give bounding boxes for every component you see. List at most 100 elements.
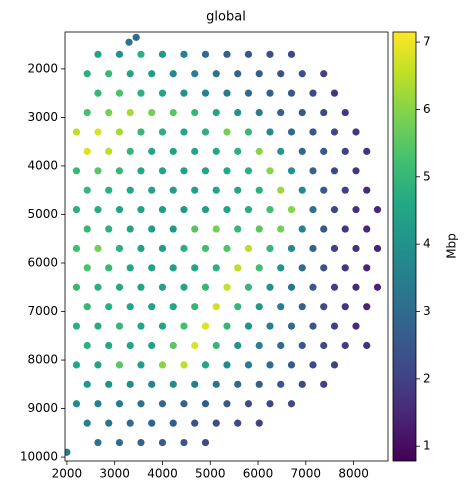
spot	[212, 303, 220, 311]
spot	[191, 108, 199, 117]
spot	[341, 264, 349, 272]
spot	[363, 341, 371, 350]
spot	[309, 361, 317, 369]
spot	[126, 380, 134, 388]
spot	[266, 283, 274, 291]
spot	[158, 50, 167, 58]
spot	[330, 244, 339, 253]
spot	[148, 186, 156, 194]
spot	[234, 70, 242, 78]
spot	[244, 283, 253, 291]
spot	[352, 322, 360, 330]
spot	[169, 108, 177, 117]
spot	[169, 419, 177, 427]
spot	[94, 322, 102, 330]
spot	[169, 303, 177, 311]
spot	[83, 186, 91, 194]
y-tick-label: 4000	[27, 158, 58, 172]
spot	[352, 167, 360, 175]
spot	[277, 303, 285, 311]
spot	[255, 108, 263, 117]
spot	[320, 380, 328, 388]
spot	[126, 147, 134, 155]
spot	[212, 70, 220, 78]
spot	[94, 50, 102, 58]
spot	[105, 70, 113, 78]
spot	[277, 186, 285, 194]
spot	[287, 400, 296, 408]
spot	[223, 206, 231, 214]
spot	[309, 244, 317, 253]
spot	[191, 303, 199, 311]
spot	[223, 89, 231, 97]
spot	[191, 419, 199, 427]
spot	[180, 283, 188, 291]
spot	[223, 167, 231, 175]
spot	[83, 264, 91, 272]
spot	[266, 50, 274, 58]
spot	[212, 264, 220, 272]
x-tick-label: 2000	[52, 467, 83, 481]
spot	[234, 303, 242, 311]
spot	[65, 448, 71, 456]
spot	[341, 341, 349, 350]
spot	[309, 89, 317, 97]
spot	[94, 283, 102, 291]
spot	[126, 264, 134, 272]
spot	[115, 361, 124, 369]
spot	[191, 147, 199, 155]
spot	[83, 108, 91, 117]
spot	[180, 438, 188, 447]
spot	[287, 167, 296, 175]
spot	[277, 225, 285, 233]
spot	[191, 225, 199, 233]
spot	[244, 244, 253, 253]
spot	[201, 438, 210, 447]
spot	[126, 419, 134, 427]
spot	[83, 225, 91, 233]
x-tick-label: 4000	[147, 467, 178, 481]
y-tick-label: 6000	[27, 256, 58, 270]
spot	[180, 128, 188, 136]
spot	[180, 167, 188, 175]
spot	[158, 128, 167, 136]
spot	[212, 147, 220, 155]
spot	[352, 128, 360, 136]
spot	[191, 341, 199, 350]
spot	[115, 400, 124, 408]
spot	[148, 70, 156, 78]
spot	[234, 264, 242, 272]
spot	[277, 380, 285, 388]
spot	[255, 225, 263, 233]
spot	[287, 206, 296, 214]
spot	[169, 186, 177, 194]
spot	[201, 244, 210, 253]
spot	[158, 89, 167, 97]
spot	[277, 70, 285, 78]
spot	[83, 70, 91, 78]
spot	[126, 225, 134, 233]
chart-title: global	[206, 10, 246, 25]
colorbar-tick-label: 3	[423, 304, 431, 318]
colorbar-label: Mbp	[445, 233, 459, 259]
spot	[148, 264, 156, 272]
spot	[137, 244, 145, 253]
spot	[244, 128, 253, 136]
spot	[234, 380, 242, 388]
colorbar-tick-label: 7	[423, 35, 431, 49]
spot	[94, 128, 102, 136]
spot	[158, 400, 167, 408]
spot	[158, 322, 167, 330]
y-tick-label: 5000	[27, 207, 58, 221]
spot	[201, 167, 210, 175]
y-tick-label: 7000	[27, 304, 58, 318]
spot	[244, 206, 253, 214]
spot	[137, 89, 145, 97]
spot	[223, 244, 231, 253]
spot	[266, 400, 274, 408]
spot	[363, 264, 371, 272]
spot	[169, 380, 177, 388]
y-tick-label: 2000	[27, 61, 58, 75]
spot	[132, 33, 140, 41]
